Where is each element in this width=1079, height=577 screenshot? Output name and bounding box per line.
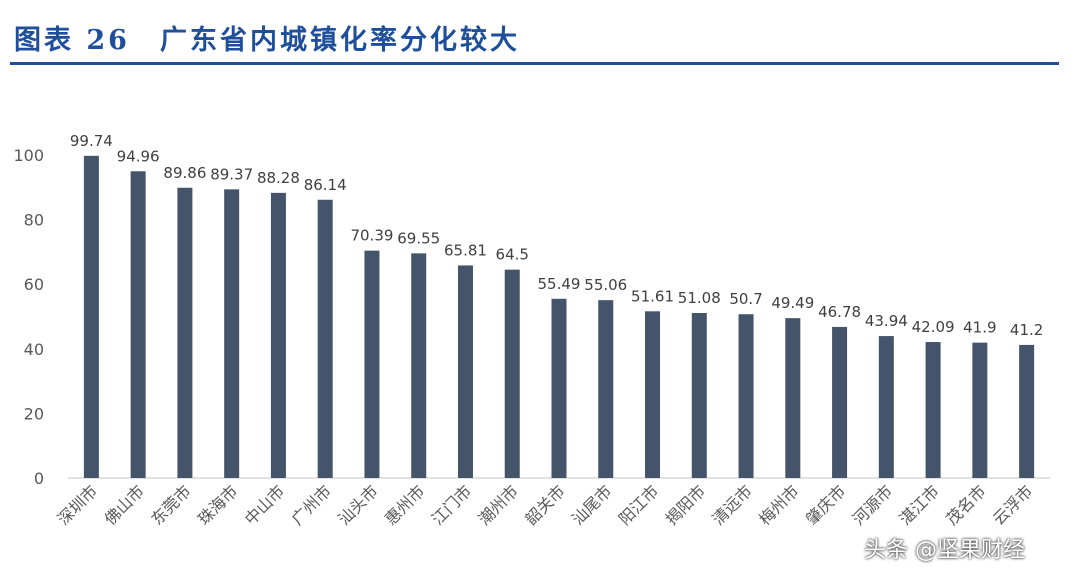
data-label: 88.28 <box>257 169 300 187</box>
category-label: 云浮市 <box>989 481 1036 528</box>
category-label: 江门市 <box>428 481 475 528</box>
data-label: 99.74 <box>70 132 113 150</box>
y-tick-label: 0 <box>34 469 44 488</box>
category-label: 汕尾市 <box>568 481 615 528</box>
category-label: 湛江市 <box>896 481 943 528</box>
bar <box>878 336 894 478</box>
bar <box>270 192 286 479</box>
data-label: 55.49 <box>538 275 581 293</box>
bar <box>83 155 99 479</box>
category-label: 揭阳市 <box>662 481 709 528</box>
category-label: 河源市 <box>849 481 896 528</box>
data-label: 65.81 <box>444 241 487 259</box>
bar <box>598 300 614 478</box>
category-label: 广州市 <box>288 481 335 528</box>
bar <box>832 326 848 478</box>
data-label: 50.7 <box>729 290 762 308</box>
y-axis: 0 20 40 60 80 100 <box>13 146 44 488</box>
category-label: 韶关市 <box>521 481 568 528</box>
bar <box>691 313 707 478</box>
category-label: 茂名市 <box>942 481 989 528</box>
category-label: 梅州市 <box>755 481 802 528</box>
bar <box>130 171 146 478</box>
data-label: 51.61 <box>631 287 674 305</box>
bar <box>457 265 473 478</box>
category-label: 阳江市 <box>615 481 662 528</box>
data-label: 46.78 <box>818 303 861 321</box>
category-label: 汕头市 <box>334 481 381 528</box>
bar <box>972 342 988 478</box>
category-label: 潮州市 <box>475 481 522 528</box>
data-label: 49.49 <box>771 294 814 312</box>
bar <box>364 250 380 478</box>
data-label: 41.9 <box>963 319 996 337</box>
data-label: 64.5 <box>496 246 529 264</box>
title-divider <box>10 62 1059 65</box>
data-label: 55.06 <box>584 276 627 294</box>
category-label: 中山市 <box>241 481 288 528</box>
bar <box>504 269 520 478</box>
y-tick-label: 40 <box>24 340 44 359</box>
bar <box>551 298 567 478</box>
watermark: 头条 @坚果财经 <box>864 538 1025 563</box>
bar <box>224 189 240 478</box>
y-tick-label: 20 <box>24 404 44 423</box>
data-label: 51.08 <box>678 289 721 307</box>
bar <box>177 187 193 478</box>
data-label: 94.96 <box>117 147 160 165</box>
category-labels: 深圳市 佛山市 东莞市 珠海市 中山市 广州市 汕头市 惠州市 江门市 潮州市 韶关市 汕尾市 阳江市揭… <box>54 481 1037 528</box>
category-label: 惠州市 <box>381 481 428 528</box>
category-label: 肇庆市 <box>802 481 849 528</box>
bar <box>645 311 661 478</box>
category-label: 佛山市 <box>101 481 148 528</box>
bar <box>925 342 941 478</box>
data-label: 89.86 <box>163 164 206 182</box>
data-label: 69.55 <box>397 229 440 247</box>
category-label: 清远市 <box>708 481 755 528</box>
bars <box>83 155 1035 479</box>
bar <box>411 253 427 478</box>
data-label: 43.94 <box>865 312 908 330</box>
category-label: 东莞市 <box>147 481 194 528</box>
data-label: 89.37 <box>210 165 253 183</box>
y-tick-label: 100 <box>13 146 44 165</box>
y-tick-label: 80 <box>24 211 44 230</box>
bar <box>738 314 754 478</box>
data-label: 70.39 <box>350 227 393 245</box>
data-label: 41.2 <box>1010 321 1043 339</box>
data-label: 86.14 <box>304 176 347 194</box>
data-label: 42.09 <box>912 318 955 336</box>
y-tick-label: 60 <box>24 275 44 294</box>
category-label: 深圳市 <box>54 481 101 528</box>
bar <box>317 199 333 478</box>
bar <box>785 318 801 478</box>
bar <box>1019 344 1035 478</box>
category-label: 珠海市 <box>194 481 241 528</box>
figure-title: 图表 26 广东省内城镇化率分化较大 <box>14 25 520 56</box>
